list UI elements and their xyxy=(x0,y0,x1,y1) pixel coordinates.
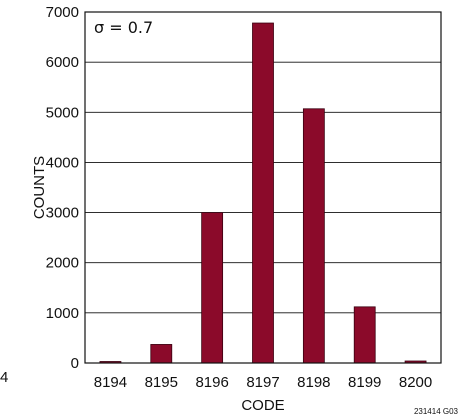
y-tick-label-4000: 4000 xyxy=(46,154,79,171)
x-tick-label-8200: 8200 xyxy=(399,374,432,391)
x-tick-label-8196: 8196 xyxy=(195,374,228,391)
bar-8196 xyxy=(201,212,224,364)
bar-8198 xyxy=(302,108,325,364)
x-tick-label-8198: 8198 xyxy=(297,374,330,391)
y-tick-label-5000: 5000 xyxy=(46,104,79,121)
bar-8199 xyxy=(353,306,376,364)
y-tick-label-6000: 6000 xyxy=(46,54,79,71)
x-axis-title: CODE xyxy=(241,397,284,414)
plot-frame xyxy=(84,11,442,364)
y-tick-label-0: 0 xyxy=(71,355,79,372)
x-tick-label-8199: 8199 xyxy=(348,374,381,391)
bar-8197 xyxy=(252,22,274,364)
x-tick-label-8194: 8194 xyxy=(94,374,127,391)
edge-text-fragment: 4 xyxy=(0,369,8,386)
x-tick-label-8197: 8197 xyxy=(246,374,279,391)
y-tick-label-1000: 1000 xyxy=(46,305,79,322)
y-tick-label-3000: 3000 xyxy=(46,205,79,222)
y-tick-label-7000: 7000 xyxy=(46,4,79,21)
y-tick-labels: 0 1000 2000 3000 4000 5000 6000 7000 xyxy=(46,4,79,372)
y-axis-title: COUNTS xyxy=(31,156,48,219)
bar-8195 xyxy=(150,344,173,364)
x-tick-label-8195: 8195 xyxy=(145,374,178,391)
y-tick-label-2000: 2000 xyxy=(46,255,79,272)
sigma-annotation: σ = 0.7 xyxy=(94,18,153,37)
x-tick-labels: 8194 8195 8196 8197 8198 8199 8200 xyxy=(94,374,433,391)
figure-id: 231414 G03 xyxy=(414,407,459,416)
bars xyxy=(99,22,427,364)
